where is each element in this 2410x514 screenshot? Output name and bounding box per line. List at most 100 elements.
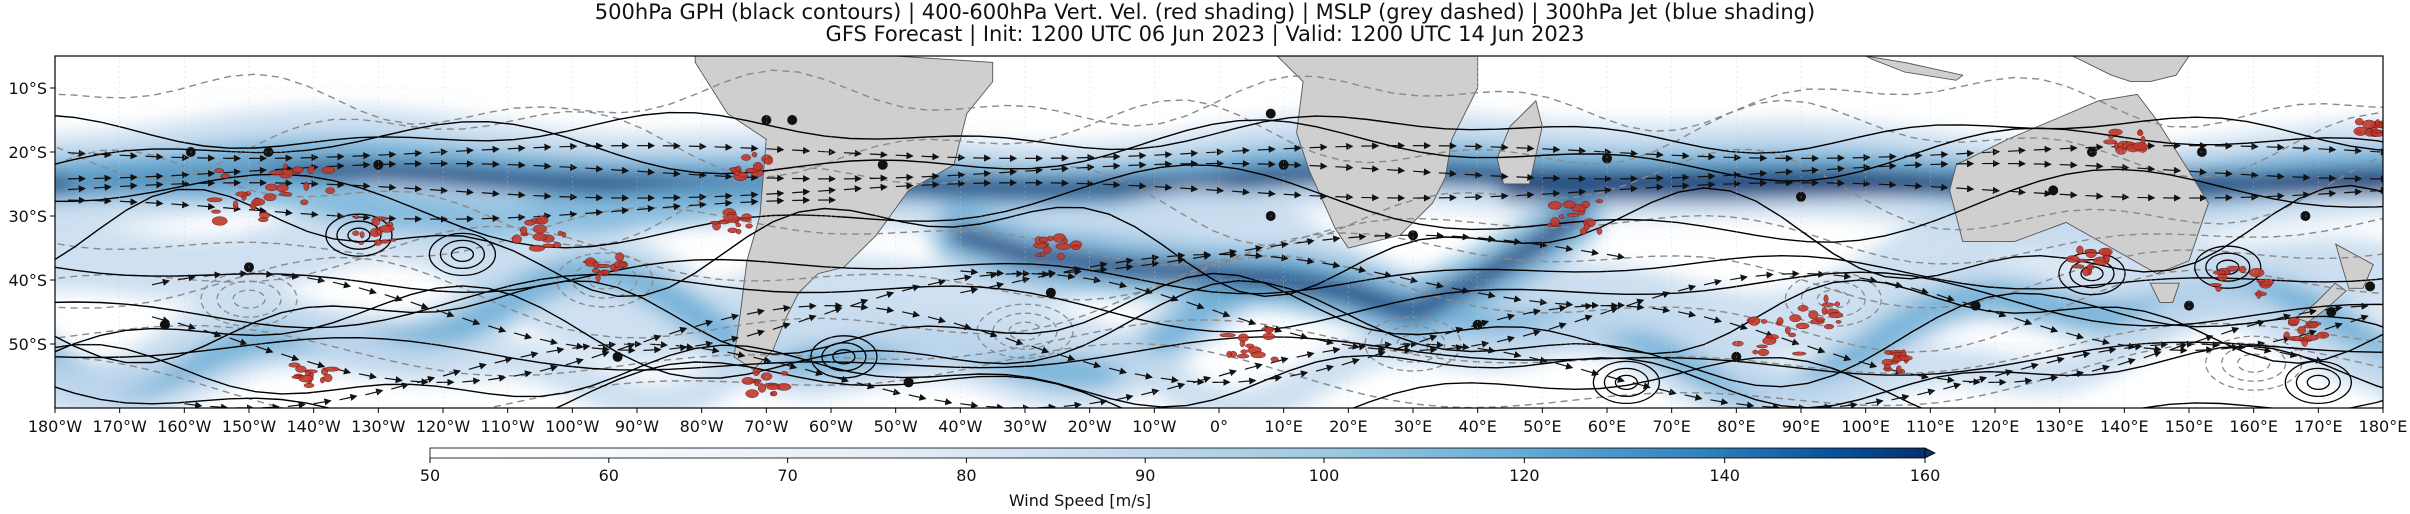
wind-arrow xyxy=(1289,332,1309,340)
vertical-velocity-patch xyxy=(2256,289,2262,299)
wind-arrow xyxy=(416,375,436,384)
colorbar-bar xyxy=(429,447,1926,459)
wind-arrow xyxy=(1859,360,1878,369)
vertical-velocity-patch xyxy=(1776,317,1784,326)
vertical-velocity-patch xyxy=(268,170,285,176)
wind-arrow xyxy=(1574,314,1593,323)
pressure-center-dot xyxy=(1045,287,1056,298)
mslp-isobar xyxy=(55,69,2383,132)
wind-arrow xyxy=(688,171,707,179)
wind-arrow xyxy=(1833,272,1852,280)
wind-arrow xyxy=(1451,233,1470,241)
gph-contour-line xyxy=(55,254,2383,295)
wind-arrow xyxy=(1930,160,1949,168)
pressure-center-dot xyxy=(903,377,914,388)
vertical-velocity-patch xyxy=(2286,336,2295,341)
vertical-velocity-patch xyxy=(601,269,611,275)
longitude-tick-label: 180°W xyxy=(28,417,83,436)
new-guinea-land xyxy=(2066,56,2190,83)
wind-arrow xyxy=(1218,369,1237,377)
vertical-velocity-patch xyxy=(263,193,277,202)
wind-arrow xyxy=(358,287,377,295)
wind-arrow xyxy=(145,172,164,180)
wind-arrow xyxy=(1464,193,1483,201)
wind-arrow xyxy=(1341,342,1360,350)
wind-arrow xyxy=(442,369,461,377)
wind-arrow xyxy=(1335,163,1354,171)
longitude-tick-label: 160°W xyxy=(157,417,212,436)
wind-arrow xyxy=(2318,174,2337,182)
wind-arrow xyxy=(1270,356,1289,364)
gph-closed-contour xyxy=(450,246,475,263)
wind-arrow xyxy=(352,182,371,190)
wind-arrow xyxy=(1057,353,1076,362)
wind-arrow xyxy=(1425,232,1444,240)
longitude-tick-label: 40°W xyxy=(938,417,982,436)
wind-arrow xyxy=(1206,186,1225,194)
wind-arrow xyxy=(1619,149,1638,157)
wind-arrow xyxy=(533,162,552,170)
gph-closed-contour xyxy=(2194,245,2262,289)
wind-arrow xyxy=(1800,166,1820,175)
wind-arrow xyxy=(1154,183,1173,191)
longitude-tick-label: 170°W xyxy=(92,417,147,436)
vertical-velocity-patch xyxy=(2238,265,2247,273)
wind-arrow xyxy=(533,143,552,151)
wind-arrow xyxy=(2040,374,2059,382)
mslp-closed-isobar xyxy=(556,252,654,308)
wind-arrow xyxy=(177,274,196,282)
wind-arrow xyxy=(2227,343,2246,351)
longitude-tick-label: 80°E xyxy=(1717,417,1755,436)
wind-arrow xyxy=(119,173,138,182)
wind-arrow xyxy=(119,182,138,190)
vertical-velocity-patch xyxy=(1595,199,1604,204)
vertical-velocity-patch xyxy=(2362,119,2376,129)
wind-arrow xyxy=(1309,192,1328,200)
wind-arrow xyxy=(1089,261,1108,269)
wind-arrow xyxy=(2111,163,2130,171)
vertical-velocity-patch xyxy=(532,233,548,241)
pressure-center-dot xyxy=(1602,153,1612,164)
vertical-velocity-patch xyxy=(735,222,742,228)
gph-contour-line xyxy=(55,336,2383,376)
wind-arrow xyxy=(2266,172,2285,180)
wind-arrow xyxy=(591,345,610,353)
vertical-velocity-patch xyxy=(2065,255,2080,263)
wind-arrow xyxy=(378,151,397,159)
wind-arrow xyxy=(481,189,500,198)
wind-arrow xyxy=(1904,152,1923,160)
mslp-closed-isobar xyxy=(2237,353,2271,373)
wind-arrow xyxy=(565,357,584,366)
mslp-contours xyxy=(55,69,2383,408)
vertical-velocity-patch xyxy=(1808,310,1819,320)
vertical-velocity-patch xyxy=(278,191,293,197)
gph-closed-contour xyxy=(2205,252,2251,282)
vertical-velocity-patch xyxy=(275,184,289,193)
vertical-velocity-patch xyxy=(1732,340,1744,347)
wind-arrow xyxy=(1089,266,1108,274)
wind-arrow xyxy=(843,185,862,193)
wind-arrow xyxy=(772,322,791,331)
wind-arrow xyxy=(384,376,403,384)
wind-arrow xyxy=(927,316,946,324)
vertical-velocity-patch xyxy=(1039,236,1049,243)
vertical-velocity-patch xyxy=(2212,270,2227,275)
wind-arrow xyxy=(2007,147,2026,155)
vertical-velocity-patch xyxy=(1264,326,1274,334)
wind-arrow xyxy=(533,192,552,200)
wind-arrow xyxy=(882,388,901,396)
wind-arrow xyxy=(804,368,824,377)
wind-arrow xyxy=(145,199,164,207)
wind-arrow xyxy=(856,382,875,390)
gph-closed-contour xyxy=(325,213,393,257)
wind-arrow xyxy=(67,149,86,157)
wind-arrow xyxy=(895,182,914,190)
wind-arrow xyxy=(2292,173,2311,181)
wind-arrow xyxy=(1516,191,1535,199)
wind-arrow xyxy=(119,198,138,206)
vertical-velocity-patch xyxy=(323,366,340,372)
mslp-isobar xyxy=(55,319,2383,377)
wind-arrow xyxy=(352,152,371,160)
longitude-tick-label: 50°W xyxy=(874,417,918,436)
wind-arrow xyxy=(2111,193,2130,201)
